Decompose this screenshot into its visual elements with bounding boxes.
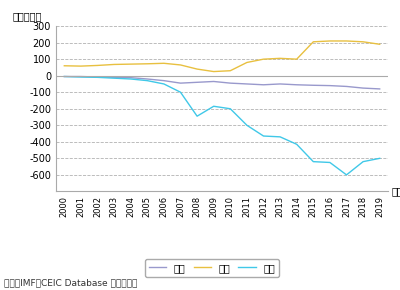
米国: [328, 39, 332, 43]
Text: 資料：IMF、CEIC Database から作成。: 資料：IMF、CEIC Database から作成。: [4, 278, 137, 287]
中国: [78, 75, 83, 79]
中国: [195, 115, 200, 118]
Text: （年）: （年）: [391, 186, 400, 196]
日本: [261, 83, 266, 86]
中国: [344, 173, 349, 177]
米国: [261, 57, 266, 61]
日本: [95, 75, 100, 79]
日本: [211, 80, 216, 83]
中国: [62, 75, 67, 78]
日本: [62, 75, 67, 78]
米国: [62, 64, 67, 68]
米国: [211, 70, 216, 73]
日本: [377, 87, 382, 91]
Line: 日本: 日本: [64, 77, 380, 89]
米国: [145, 62, 150, 66]
Line: 中国: 中国: [64, 77, 380, 175]
米国: [294, 57, 299, 61]
米国: [112, 63, 116, 66]
中国: [162, 82, 166, 86]
中国: [261, 134, 266, 138]
Line: 米国: 米国: [64, 41, 380, 72]
日本: [145, 77, 150, 81]
日本: [195, 81, 200, 84]
中国: [278, 135, 282, 139]
日本: [128, 76, 133, 79]
米国: [228, 69, 233, 72]
日本: [112, 76, 116, 79]
米国: [244, 61, 249, 64]
中国: [211, 104, 216, 108]
日本: [311, 84, 316, 87]
日本: [328, 84, 332, 87]
中国: [244, 124, 249, 127]
日本: [78, 75, 83, 78]
中国: [377, 157, 382, 160]
日本: [244, 82, 249, 86]
中国: [228, 107, 233, 110]
Text: （億ドル）: （億ドル）: [13, 11, 42, 21]
中国: [128, 77, 133, 81]
日本: [361, 86, 366, 90]
日本: [278, 82, 282, 86]
日本: [178, 81, 183, 85]
米国: [95, 64, 100, 67]
中国: [112, 77, 116, 80]
米国: [78, 64, 83, 68]
日本: [228, 81, 233, 85]
日本: [294, 83, 299, 86]
米国: [178, 63, 183, 67]
中国: [294, 143, 299, 146]
Legend: 日本, 米国, 中国: 日本, 米国, 中国: [145, 259, 279, 277]
中国: [361, 160, 366, 163]
中国: [178, 90, 183, 94]
中国: [145, 79, 150, 82]
米国: [344, 39, 349, 43]
米国: [162, 61, 166, 65]
米国: [377, 43, 382, 46]
日本: [344, 85, 349, 88]
日本: [162, 79, 166, 82]
米国: [278, 57, 282, 60]
中国: [95, 76, 100, 79]
米国: [361, 40, 366, 44]
米国: [128, 62, 133, 66]
米国: [311, 40, 316, 44]
中国: [311, 160, 316, 163]
米国: [195, 67, 200, 71]
中国: [328, 161, 332, 164]
